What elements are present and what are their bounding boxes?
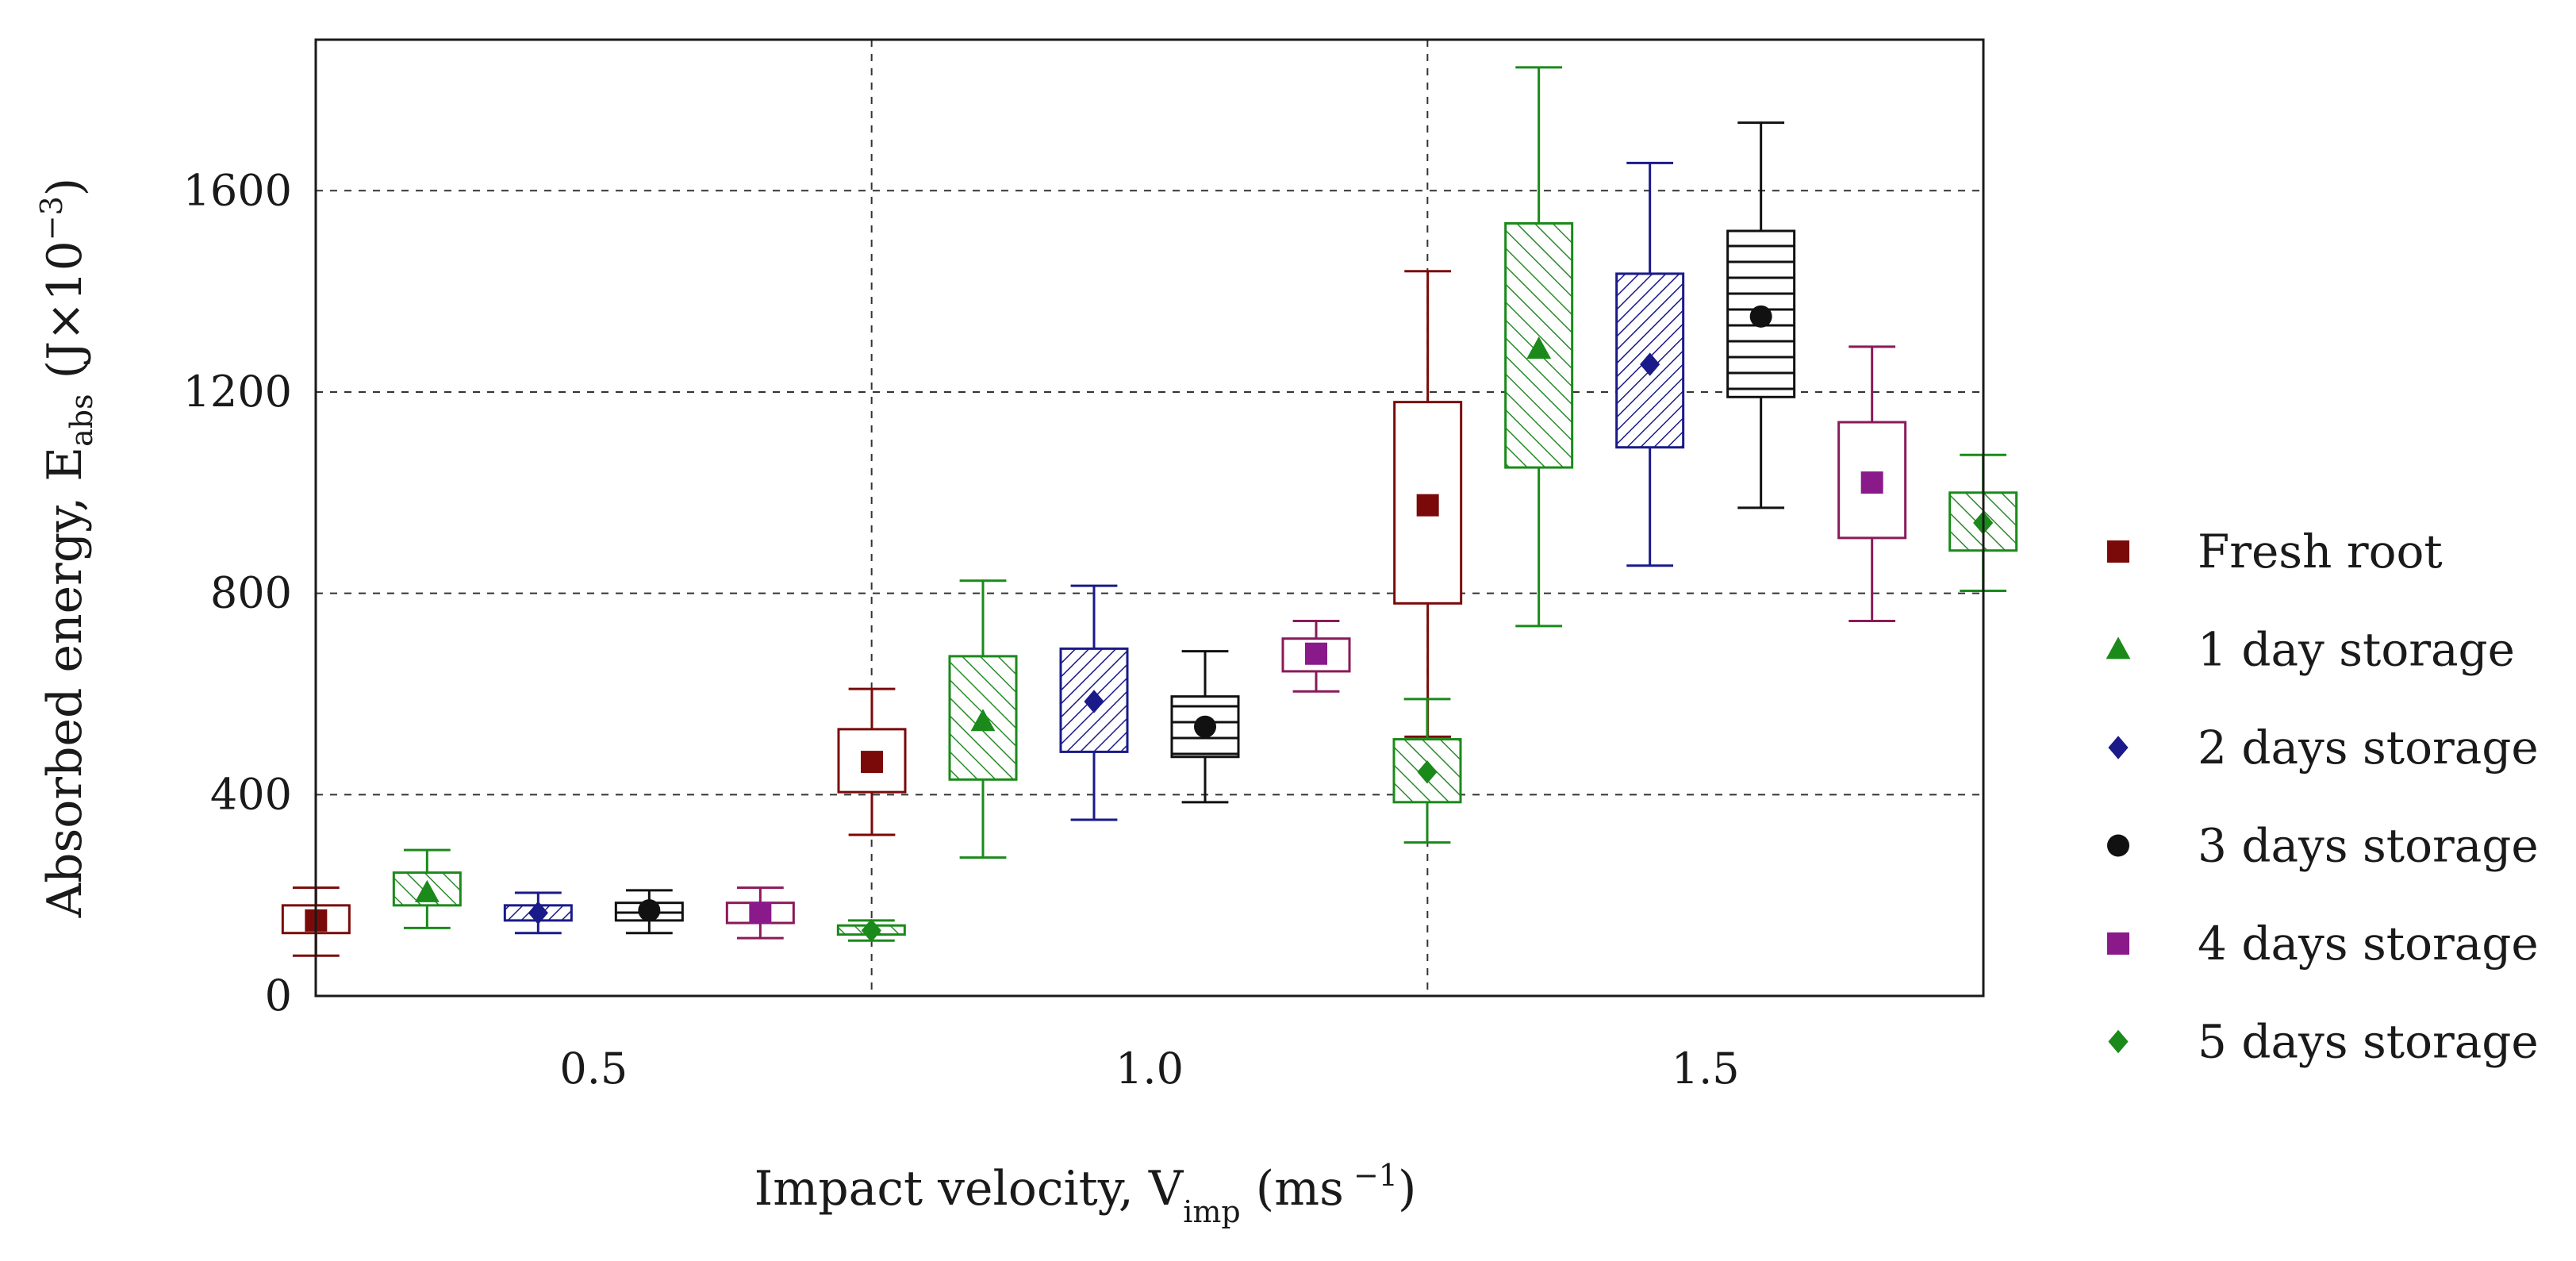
legend-label: 3 days storage — [2198, 819, 2539, 873]
legend-item: 5 days storage — [2108, 1015, 2539, 1069]
x-axis-label-unit: (ms — [1256, 1161, 1344, 1217]
legend-item: Fresh root — [2107, 525, 2443, 579]
series-4 — [725, 345, 1907, 940]
legend-marker — [2107, 932, 2129, 955]
plot-frame — [314, 38, 1985, 998]
y-axis-label: Absorbed energy, Eabs (J×10−3) — [34, 178, 99, 918]
box-plot — [1392, 698, 1462, 844]
x-axis-label-sup: −1 — [1344, 1158, 1398, 1193]
box-plot — [392, 848, 462, 929]
median-marker — [970, 709, 996, 732]
median-marker — [1860, 471, 1883, 494]
series-1 — [392, 66, 1574, 929]
legend-item: 2 days storage — [2108, 721, 2539, 775]
box-plot — [1837, 345, 1907, 623]
series-2 — [503, 161, 1685, 935]
box-plot — [614, 889, 684, 935]
box-plot — [1059, 584, 1129, 821]
x-axis-label-close: ) — [1398, 1161, 1416, 1217]
legend-item: 3 days storage — [2107, 819, 2539, 873]
legend-marker — [2107, 834, 2129, 857]
box-plot — [503, 891, 573, 935]
x-axis-label: Impact velocity, Vimp (ms −1) — [754, 1158, 1417, 1229]
x-axis-label-sub: imp — [1183, 1194, 1241, 1229]
y-axis-label-sup: −3 — [34, 196, 69, 240]
y-axis-label-unit: (J×10 — [37, 240, 93, 379]
box-series — [281, 66, 2018, 957]
box-plot — [1726, 121, 1796, 509]
median-marker — [1305, 642, 1327, 665]
median-marker — [1749, 305, 1772, 328]
y-tick-label: 1600 — [183, 165, 292, 215]
legend-marker — [2107, 540, 2129, 563]
box-plot — [725, 886, 795, 940]
median-marker — [1526, 336, 1552, 359]
legend-label: 2 days storage — [2198, 721, 2539, 775]
iqr-box — [1392, 738, 1462, 804]
median-marker — [1640, 352, 1660, 376]
box-plot — [1170, 650, 1240, 804]
box-plot — [1393, 270, 1463, 738]
x-axis-ticks: 0.5 1.0 1.5 — [559, 1044, 1739, 1094]
median-marker — [861, 751, 883, 774]
box-plot — [948, 579, 1018, 859]
box-plot — [837, 687, 907, 836]
box-plot — [836, 918, 906, 943]
legend-label: 5 days storage — [2198, 1015, 2539, 1069]
legend-marker — [2106, 636, 2131, 659]
y-axis-label-sub: abs — [64, 394, 99, 446]
median-marker — [861, 918, 881, 943]
legend-label: 4 days storage — [2198, 917, 2539, 971]
x-axis-label-main: Impact velocity, V — [754, 1161, 1184, 1217]
legend-label: Fresh root — [2198, 525, 2443, 579]
legend-item: 1 day storage — [2106, 623, 2515, 677]
legend-item: 4 days storage — [2107, 917, 2539, 971]
box-plot — [1504, 66, 1574, 628]
y-tick-label: 1200 — [183, 367, 292, 417]
box-plot — [1615, 161, 1685, 567]
median-marker — [528, 901, 548, 925]
y-tick-label: 0 — [265, 971, 292, 1021]
legend-marker — [2108, 736, 2129, 759]
median-marker — [1084, 690, 1104, 713]
x-tick-label: 1.0 — [1115, 1044, 1184, 1094]
legend-marker — [2108, 1029, 2129, 1054]
y-axis-label-close: ) — [37, 178, 93, 196]
legend-label: 1 day storage — [2198, 623, 2515, 677]
grid — [316, 40, 1983, 996]
median-marker — [1416, 494, 1439, 517]
y-tick-label: 400 — [210, 769, 292, 819]
y-axis-label-main: Absorbed energy, E — [37, 447, 93, 918]
box-plot — [1281, 620, 1351, 693]
series-3 — [614, 121, 1796, 935]
legend: Fresh root 1 day storage 2 days storage 3 d… — [2106, 525, 2539, 1069]
median-marker — [1194, 715, 1216, 738]
y-axis-ticks: 0 400 800 1200 1600 — [183, 165, 292, 1021]
x-tick-label: 0.5 — [559, 1044, 628, 1094]
median-marker — [414, 879, 440, 902]
iqr-box — [837, 728, 907, 794]
median-marker — [749, 902, 772, 925]
median-marker — [638, 899, 661, 922]
y-tick-label: 800 — [210, 568, 292, 618]
median-marker — [1417, 760, 1438, 784]
x-tick-label: 1.5 — [1672, 1044, 1740, 1094]
